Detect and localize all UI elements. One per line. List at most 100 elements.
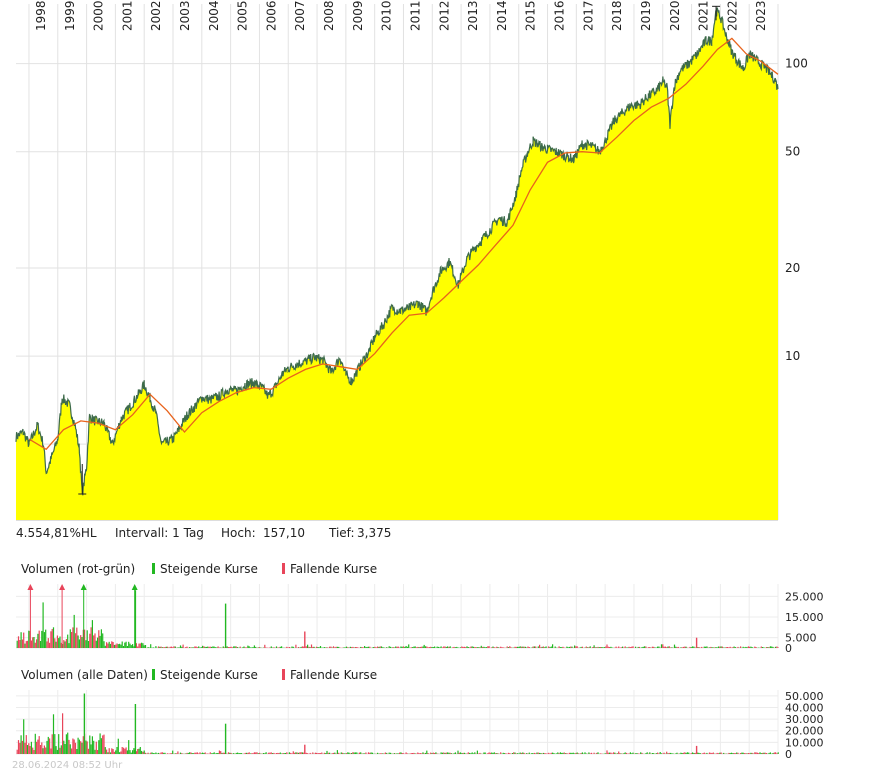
volume-bar bbox=[246, 752, 248, 754]
volume-bar bbox=[471, 752, 473, 754]
volume-bar bbox=[41, 742, 43, 754]
volume-bar bbox=[489, 752, 491, 754]
volume-bar bbox=[531, 647, 533, 648]
volume-bar bbox=[562, 646, 564, 648]
volume-bar bbox=[71, 632, 73, 648]
volume-bar bbox=[244, 752, 246, 754]
volume-y-tick-label: 20.000 bbox=[785, 725, 824, 738]
volume-bar bbox=[404, 646, 406, 648]
volume-bar bbox=[692, 752, 694, 754]
volume-bar bbox=[319, 753, 322, 754]
volume-bar bbox=[154, 753, 156, 754]
volume-bar bbox=[450, 753, 453, 754]
volume-bar bbox=[21, 639, 23, 648]
volume-bar bbox=[370, 752, 372, 754]
volume-bar bbox=[345, 646, 348, 648]
volume-bar bbox=[559, 647, 561, 648]
x-tick-label: 2008 bbox=[322, 0, 336, 31]
volume-bar bbox=[67, 732, 69, 754]
volume-bar bbox=[685, 752, 687, 754]
volume-bar bbox=[488, 752, 490, 754]
volume-bar bbox=[607, 646, 609, 648]
volume-bar bbox=[686, 752, 688, 754]
volume-bar bbox=[77, 737, 79, 754]
volume-bar bbox=[169, 753, 171, 754]
x-tick-label: 1998 bbox=[34, 0, 48, 31]
volume-bar bbox=[601, 647, 603, 648]
volume-bar bbox=[771, 646, 773, 648]
low-value: 3,375 bbox=[357, 526, 391, 540]
volume-bar bbox=[476, 750, 478, 754]
volume-bar bbox=[640, 752, 642, 754]
volume-bar bbox=[95, 640, 97, 648]
volume-bar bbox=[21, 740, 23, 754]
volume-bar bbox=[64, 744, 66, 754]
volume-bar bbox=[439, 647, 441, 648]
volume-bar bbox=[265, 752, 267, 754]
volume-bar bbox=[763, 752, 765, 754]
volume-bar bbox=[402, 646, 405, 648]
volume-bar bbox=[413, 752, 415, 754]
y-tick-label: 100 bbox=[785, 57, 808, 71]
volume-bar bbox=[742, 646, 744, 648]
volume-panel-2-bars bbox=[16, 693, 779, 754]
volume-bar bbox=[712, 752, 714, 754]
volume-bar bbox=[533, 752, 535, 754]
volume-bar bbox=[33, 637, 35, 648]
volume-bar bbox=[550, 752, 552, 754]
y-tick-label: 10 bbox=[785, 349, 800, 363]
volume-bar bbox=[156, 753, 158, 754]
x-tick-label: 2007 bbox=[293, 0, 307, 31]
volume-bar bbox=[312, 752, 314, 754]
volume-bar bbox=[540, 753, 542, 754]
volume-y-tick-label: 5.000 bbox=[785, 632, 817, 645]
volume-bar bbox=[24, 742, 26, 754]
volume-bar bbox=[743, 647, 746, 648]
volume-bar bbox=[719, 646, 721, 648]
volume-bar bbox=[622, 646, 624, 648]
volume-bar bbox=[575, 646, 577, 648]
volume-bar bbox=[28, 743, 30, 754]
volume-bar bbox=[658, 646, 660, 648]
volume-bar bbox=[323, 752, 325, 754]
volume-bar bbox=[269, 647, 271, 648]
volume-bar bbox=[300, 752, 302, 754]
volume-bar bbox=[314, 752, 316, 754]
volume-bar bbox=[485, 647, 488, 648]
volume-bar bbox=[568, 752, 570, 754]
volume-bar bbox=[321, 752, 323, 754]
volume-bar bbox=[698, 647, 700, 648]
volume-bar bbox=[65, 734, 67, 754]
volume-bar bbox=[269, 752, 271, 754]
volume-bar bbox=[95, 741, 97, 754]
volume-bar bbox=[157, 752, 160, 754]
volume-bar bbox=[685, 646, 687, 648]
volume-bar bbox=[513, 752, 515, 754]
x-tick-label: 2003 bbox=[178, 0, 192, 31]
volume-bar bbox=[301, 752, 303, 754]
volume-bar bbox=[356, 752, 358, 754]
volume-bar bbox=[60, 745, 62, 754]
volume-bar bbox=[151, 752, 153, 754]
volume-bar bbox=[680, 647, 682, 648]
volume-bar bbox=[641, 647, 643, 648]
legend-up-swatch-2 bbox=[152, 669, 155, 680]
volume-bar bbox=[343, 753, 345, 754]
volume-bar bbox=[330, 646, 332, 648]
volume-bar bbox=[421, 646, 423, 648]
volume-bar bbox=[526, 647, 528, 648]
volume-bar bbox=[361, 753, 363, 754]
volume-y-tick-label: 25.000 bbox=[785, 590, 824, 603]
volume-bar bbox=[45, 629, 47, 648]
volume-bar bbox=[413, 646, 415, 648]
legend-down-label-1: Fallende Kurse bbox=[290, 562, 377, 576]
volume-bar bbox=[222, 646, 224, 648]
volume-y-tick-label: 40.000 bbox=[785, 702, 824, 715]
volume-bar bbox=[62, 644, 64, 648]
volume-bar bbox=[561, 752, 563, 754]
volume-bar bbox=[313, 646, 315, 648]
volume-bar bbox=[765, 753, 768, 754]
volume-bar bbox=[186, 752, 188, 754]
volume-bar bbox=[527, 753, 529, 754]
volume-bar bbox=[393, 647, 395, 648]
